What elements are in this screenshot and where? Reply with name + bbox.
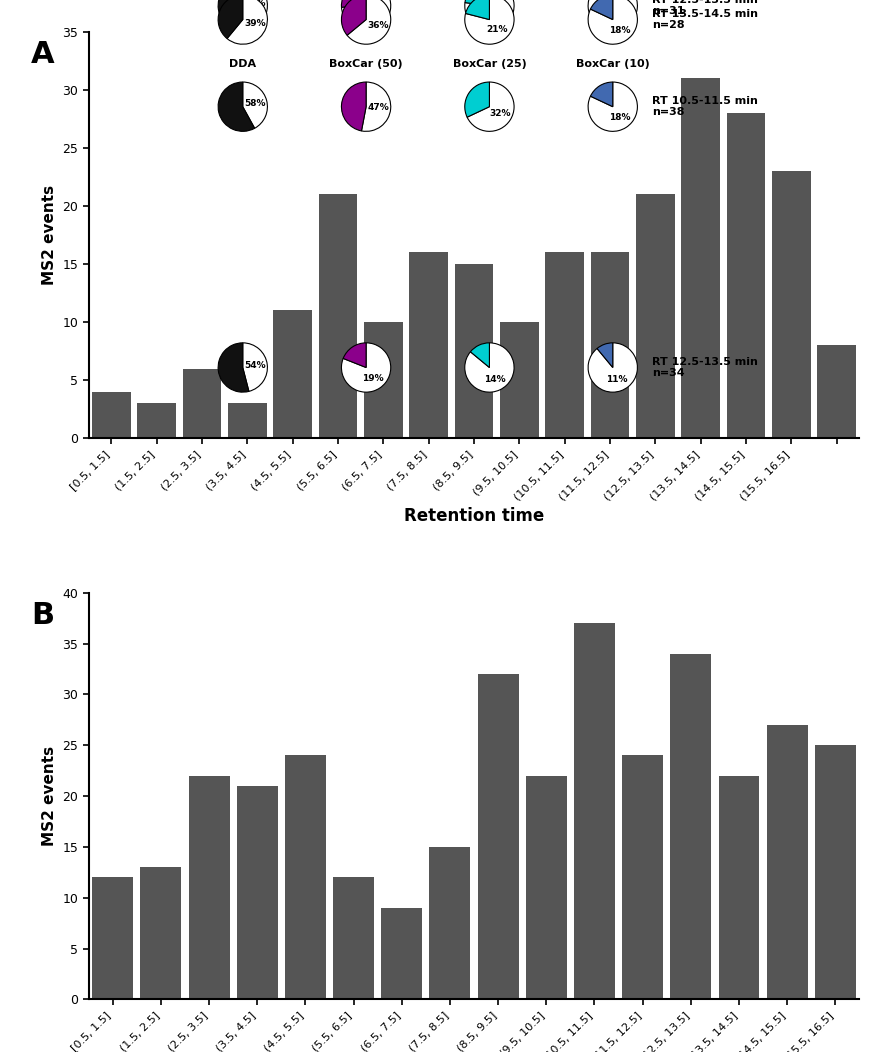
Text: 32%: 32% — [489, 109, 511, 118]
Bar — [189, 775, 229, 999]
Bar — [719, 775, 759, 999]
Text: 54%: 54% — [245, 362, 267, 370]
Text: RT 12.5-13.5 min
n=34: RT 12.5-13.5 min n=34 — [652, 357, 758, 379]
Text: B: B — [31, 601, 54, 630]
Text: BoxCar (25): BoxCar (25) — [453, 59, 526, 68]
Wedge shape — [588, 343, 637, 392]
Wedge shape — [588, 82, 637, 132]
Text: A: A — [31, 40, 54, 68]
Wedge shape — [597, 343, 613, 367]
Text: 39%: 39% — [244, 19, 266, 28]
Text: RT 10.5-11.5 min
n=38: RT 10.5-11.5 min n=38 — [652, 96, 758, 118]
Wedge shape — [243, 0, 268, 29]
Text: 58%: 58% — [245, 99, 266, 108]
Wedge shape — [470, 343, 489, 367]
Text: 36%: 36% — [367, 21, 388, 29]
Bar — [430, 847, 470, 999]
Bar — [636, 195, 674, 439]
Bar — [766, 725, 808, 999]
Wedge shape — [465, 82, 489, 117]
Bar — [818, 345, 856, 439]
Text: DDA: DDA — [229, 59, 256, 68]
Text: 11%: 11% — [606, 376, 628, 384]
Text: 16%: 16% — [608, 13, 630, 21]
Wedge shape — [465, 0, 489, 5]
Bar — [381, 908, 423, 999]
Text: BoxCar (10): BoxCar (10) — [576, 59, 649, 68]
Text: 55%: 55% — [245, 0, 266, 8]
X-axis label: Retention time: Retention time — [404, 507, 544, 525]
Bar — [92, 391, 130, 439]
Bar — [140, 867, 182, 999]
Bar — [228, 403, 267, 439]
Bar — [727, 113, 766, 439]
Bar — [681, 78, 720, 439]
Bar — [237, 786, 277, 999]
Wedge shape — [341, 0, 366, 7]
Text: 23%: 23% — [487, 11, 509, 20]
Text: 26%: 26% — [365, 9, 386, 19]
Wedge shape — [347, 0, 391, 44]
Wedge shape — [343, 343, 366, 367]
Bar — [274, 310, 312, 439]
Wedge shape — [588, 0, 637, 31]
Wedge shape — [227, 0, 268, 44]
Wedge shape — [465, 0, 489, 20]
Text: 18%: 18% — [609, 26, 630, 35]
Text: RT 13.5-14.5 min
n=28: RT 13.5-14.5 min n=28 — [652, 8, 758, 31]
Bar — [285, 755, 326, 999]
Text: 21%: 21% — [486, 25, 508, 35]
Wedge shape — [341, 0, 391, 31]
Bar — [333, 877, 374, 999]
Y-axis label: MS2 events: MS2 events — [42, 746, 57, 846]
Wedge shape — [341, 0, 366, 36]
Wedge shape — [590, 82, 613, 106]
Wedge shape — [218, 343, 249, 392]
Bar — [92, 877, 133, 999]
Text: 19%: 19% — [362, 373, 385, 383]
Wedge shape — [361, 82, 391, 132]
Bar — [319, 195, 357, 439]
Text: RT 12.5-13.5 min
n=31: RT 12.5-13.5 min n=31 — [652, 0, 758, 17]
Bar — [478, 674, 518, 999]
Wedge shape — [465, 343, 514, 392]
Bar — [500, 322, 539, 439]
Bar — [591, 252, 629, 439]
Wedge shape — [465, 0, 514, 44]
Bar — [815, 745, 856, 999]
Wedge shape — [341, 343, 391, 392]
Wedge shape — [243, 82, 268, 128]
Text: 18%: 18% — [609, 113, 630, 122]
Bar — [455, 264, 494, 439]
Text: BoxCar (50): BoxCar (50) — [330, 59, 403, 68]
Wedge shape — [588, 0, 637, 44]
Wedge shape — [590, 0, 613, 20]
Bar — [546, 252, 584, 439]
Text: 47%: 47% — [368, 103, 390, 113]
Bar — [137, 403, 176, 439]
Wedge shape — [465, 0, 514, 31]
Wedge shape — [218, 0, 251, 31]
Text: 14%: 14% — [484, 375, 506, 384]
Bar — [622, 755, 663, 999]
Wedge shape — [341, 82, 366, 130]
Wedge shape — [218, 0, 243, 39]
Bar — [183, 368, 222, 439]
Bar — [772, 171, 811, 439]
Wedge shape — [467, 82, 514, 132]
Bar — [525, 775, 567, 999]
Wedge shape — [243, 343, 268, 391]
Wedge shape — [218, 82, 254, 132]
Bar — [671, 653, 711, 999]
Wedge shape — [592, 0, 613, 5]
Bar — [574, 623, 615, 999]
Bar — [409, 252, 448, 439]
Bar — [364, 322, 402, 439]
Y-axis label: MS2 events: MS2 events — [42, 185, 57, 285]
